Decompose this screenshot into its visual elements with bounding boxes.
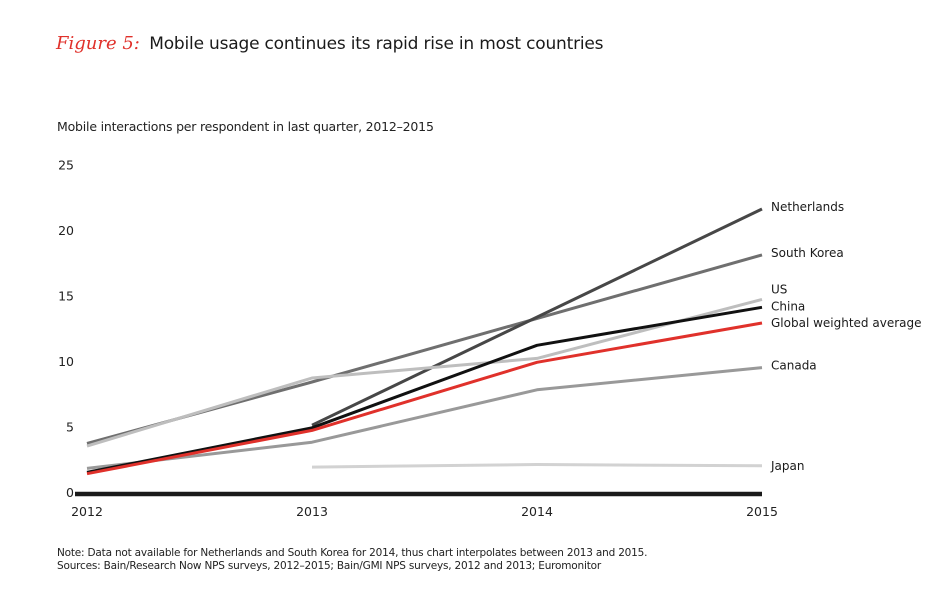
x-tick-label: 2014 xyxy=(521,504,553,519)
sources-text: Sources: Bain/Research Now NPS surveys, … xyxy=(57,560,601,572)
y-tick-label: 20 xyxy=(58,223,74,238)
x-tick-label: 2013 xyxy=(296,504,328,519)
y-tick-label: 5 xyxy=(66,420,74,435)
figure-number: Figure 5: xyxy=(56,33,140,54)
series-label-china: China xyxy=(771,299,805,313)
y-tick-label: 0 xyxy=(66,485,74,500)
figure-title: Figure 5: Mobile usage continues its rap… xyxy=(56,33,603,54)
series-label-japan: Japan xyxy=(770,459,804,473)
figure-title-text: Mobile usage continues its rapid rise in… xyxy=(149,34,604,54)
series-line-global-weighted-average xyxy=(86,321,763,476)
series-line-us xyxy=(86,297,763,448)
series-lines xyxy=(86,207,763,476)
x-tick-label: 2012 xyxy=(71,504,103,519)
series-label-south-korea: South Korea xyxy=(771,246,844,260)
y-tick-label: 10 xyxy=(58,354,74,369)
x-axis-ticks: 2012 2013 2014 2015 xyxy=(71,504,778,519)
series-line-china xyxy=(86,305,763,474)
y-tick-label: 25 xyxy=(58,158,74,173)
chart-subtitle: Mobile interactions per respondent in la… xyxy=(57,119,434,134)
y-tick-label: 15 xyxy=(58,289,74,304)
series-line-japan xyxy=(311,463,763,469)
series-label-us: US xyxy=(771,282,787,296)
note-text: Note: Data not available for Netherlands… xyxy=(57,547,648,559)
y-axis-ticks: 0 5 10 15 20 25 xyxy=(58,158,74,501)
series-label-canada: Canada xyxy=(771,359,817,373)
series-labels: Netherlands South Korea US China Global weig… xyxy=(770,200,922,473)
x-tick-label: 2015 xyxy=(746,504,778,519)
series-label-netherlands: Netherlands xyxy=(771,200,844,214)
chart-notes: Note: Data not available for Netherlands… xyxy=(57,547,647,573)
series-line-netherlands xyxy=(311,207,763,427)
series-line-canada xyxy=(86,366,763,470)
series-label-global-weighted-average: Global weighted average xyxy=(771,316,922,330)
